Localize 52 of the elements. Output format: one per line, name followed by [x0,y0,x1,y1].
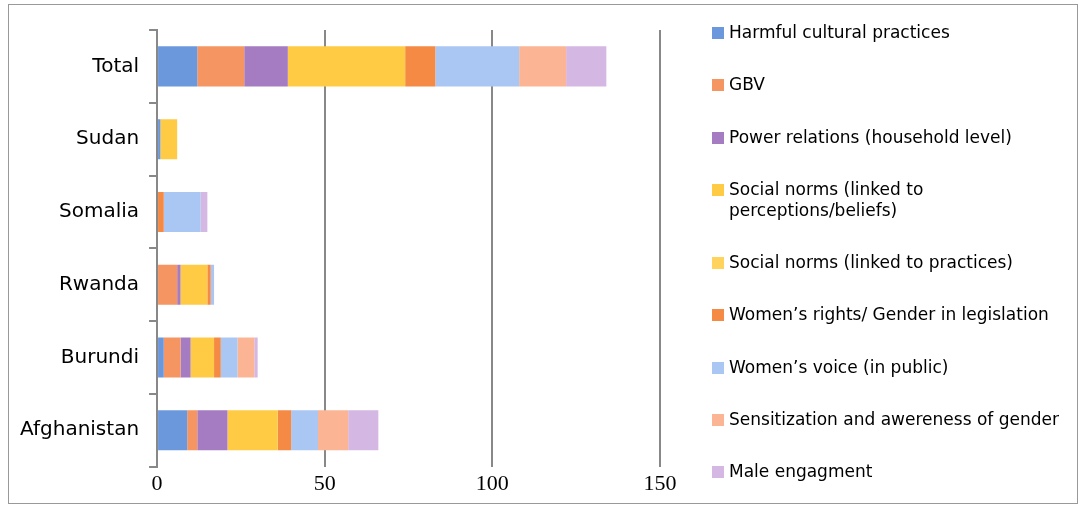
bar [163,191,201,232]
bar [291,410,318,451]
bar [177,264,181,305]
bar [348,410,379,451]
bar [435,46,520,87]
bar [187,410,198,451]
bar [227,410,278,451]
bar [244,46,288,87]
x-tick-label: 150 [643,469,677,495]
bar [318,410,349,451]
bar [200,191,208,232]
bar [519,46,567,87]
bar [158,191,164,232]
bar [180,337,191,378]
bar [158,46,198,87]
y-tick-label: Total [91,52,140,77]
legend-label: Social norms (linked to perceptions/beliefs) [729,178,925,221]
y-tick-label: Afghanistan [20,416,140,441]
bar [197,410,228,451]
x-tick-label: 50 [313,469,336,495]
legend-label: Sensitization and awereness of gender [729,408,1059,430]
bar [160,119,178,160]
legend-label: Harmful cultural practices [729,22,950,43]
bar [287,46,406,87]
x-tick-label: 100 [475,469,509,495]
bar [237,337,255,378]
bar [220,337,238,378]
bar [190,337,215,378]
legend-label: Power relations (household level) [729,126,1012,148]
bar [163,337,181,378]
bar [180,264,208,305]
bar [207,264,211,305]
legend-label: GBV [729,74,765,96]
y-tick-label: Sudan [76,125,140,150]
legend-label: Male engagment [729,461,873,482]
legend-label: Social norms (linked to practices) [729,252,1013,273]
bar [158,337,164,378]
y-tick-label: Rwanda [58,270,140,295]
y-tick-label: Burundi [60,343,140,368]
bar [566,46,607,87]
legend-label: Women’s voice (in public) [729,356,949,378]
bar [158,410,188,451]
legend-label: Women’s rights/ Gender in legislation [729,304,1049,326]
bar [405,46,436,87]
bar [214,337,221,378]
bar [254,337,258,378]
bar [197,46,245,87]
bar [277,410,292,451]
bar [158,264,178,305]
bar [210,264,215,305]
x-tick-label: 0 [151,469,163,495]
y-tick-label: Somalia [59,198,140,223]
